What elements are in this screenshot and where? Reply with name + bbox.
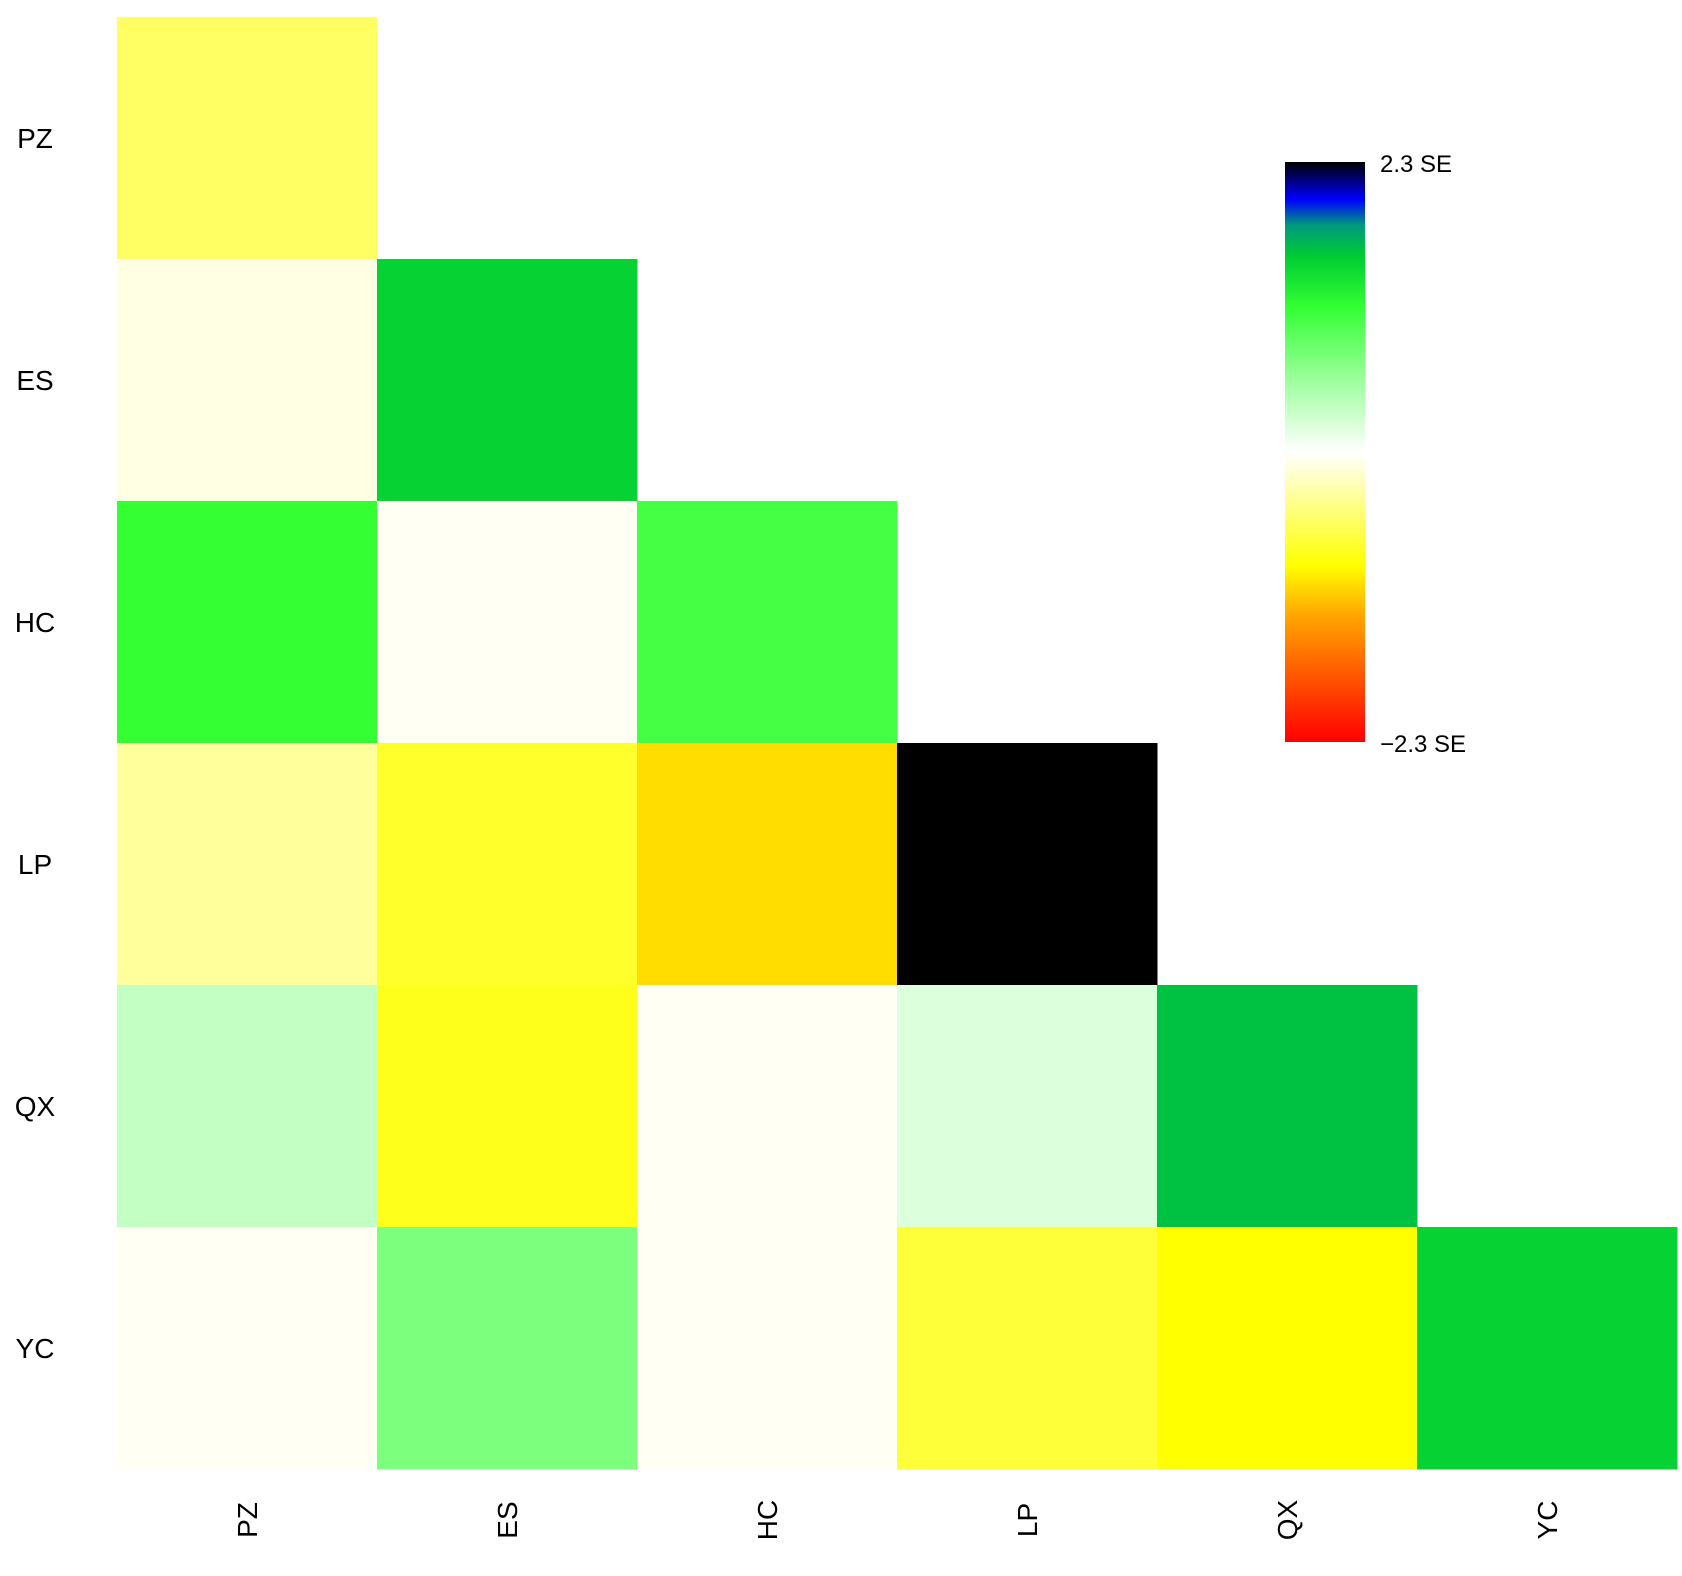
column-labels: PZ ES HC LP QX YC [232, 1499, 1563, 1540]
heatmap-cell-es-pz [117, 259, 378, 502]
color-legend-bar [1285, 162, 1365, 742]
heatmap-cell-pz-pz [117, 17, 378, 260]
heatmap-cell-lp-es [377, 743, 638, 986]
row-label-qx: QX [15, 1091, 56, 1122]
heatmap-cell-qx-qx [1157, 985, 1418, 1228]
legend-max-label: 2.3 SE [1380, 151, 1452, 178]
row-label-yc: YC [16, 1333, 55, 1364]
legend-min-label: −2.3 SE [1380, 731, 1466, 758]
heatmap-cell-lp-lp [897, 743, 1158, 986]
heatmap-cell-qx-hc [637, 985, 898, 1228]
heatmap-cell-hc-hc [637, 501, 898, 744]
column-label-es: ES [492, 1501, 523, 1538]
heatmap-cell-lp-hc [637, 743, 898, 986]
heatmap-cell-yc-lp [897, 1227, 1158, 1470]
row-label-lp: LP [18, 849, 52, 880]
heatmap-cell-es-es [377, 259, 638, 502]
row-labels: PZ ES HC LP QX YC [15, 123, 56, 1364]
row-label-pz: PZ [17, 123, 53, 154]
heatmap-cell-lp-pz [117, 743, 378, 986]
column-label-hc: HC [752, 1500, 783, 1540]
heatmap-cell-yc-pz [117, 1227, 378, 1470]
row-label-es: ES [16, 365, 53, 396]
heatmap-cell-qx-lp [897, 985, 1158, 1228]
column-label-qx: QX [1272, 1499, 1303, 1540]
heatmap-cell-yc-qx [1157, 1227, 1418, 1470]
heatmap-cell-yc-hc [637, 1227, 898, 1470]
column-label-lp: LP [1012, 1503, 1043, 1537]
heatmap-cell-hc-es [377, 501, 638, 744]
color-legend: 2.3 SE −2.3 SE [1285, 151, 1466, 758]
heatmap-cell-qx-es [377, 985, 638, 1228]
heatmap-cells [117, 17, 1678, 1470]
heatmap-cell-yc-yc [1417, 1227, 1678, 1470]
heatmap-cell-yc-es [377, 1227, 638, 1470]
heatmap-cell-hc-pz [117, 501, 378, 744]
heatmap-cell-qx-pz [117, 985, 378, 1228]
column-label-pz: PZ [232, 1502, 263, 1538]
column-label-yc: YC [1532, 1501, 1563, 1540]
row-label-hc: HC [15, 607, 55, 638]
